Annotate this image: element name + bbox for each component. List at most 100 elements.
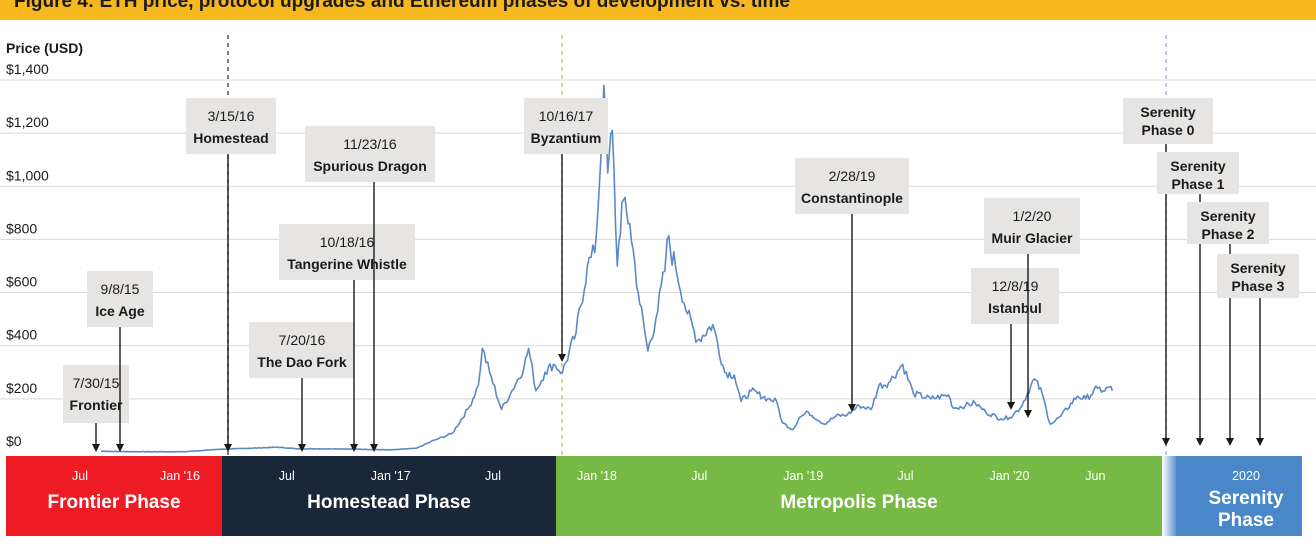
phase-band-fade <box>1162 456 1178 536</box>
annotation-name: Phase 1 <box>1172 176 1225 192</box>
annotation-date: 7/30/15 <box>73 375 120 391</box>
annotation-date: 1/2/20 <box>1013 208 1052 224</box>
phase-band-0 <box>6 456 222 536</box>
annotation-name: Byzantium <box>531 130 602 146</box>
phase-band-serenity <box>1176 456 1302 536</box>
phase-band-2 <box>556 456 1162 536</box>
annotation-date: 11/23/16 <box>343 136 397 152</box>
y-tick-label: $800 <box>6 220 37 236</box>
annotation-date: 12/8/19 <box>992 278 1039 294</box>
x-tick-label: Jun <box>1085 469 1105 483</box>
title-bar: Figure 4: ETH price, protocol upgrades a… <box>0 0 1316 20</box>
chart-title: Figure 4: ETH price, protocol upgrades a… <box>14 0 790 12</box>
annotation-arrowhead <box>1256 438 1264 446</box>
x-tick-label: Jul <box>898 469 914 483</box>
annotation-name: Istanbul <box>988 300 1042 316</box>
annotation-date: 7/20/16 <box>279 332 326 348</box>
annotation-callout: Serenity Phase 0 <box>1123 98 1213 446</box>
annotation-box <box>249 322 355 378</box>
annotation-name: Serenity <box>1170 158 1225 174</box>
x-tick-label: Jul <box>72 469 88 483</box>
annotation-name: Serenity <box>1200 208 1255 224</box>
x-tick-label: Jul <box>485 469 501 483</box>
annotation-name: Phase 3 <box>1232 278 1285 294</box>
y-tick-label: $0 <box>6 433 22 449</box>
y-axis-label: Price (USD) <box>6 40 84 56</box>
annotation-callout: 7/30/15 Frontier <box>63 365 129 452</box>
x-tick-label: Jul <box>691 469 707 483</box>
phase-label-2: Metropolis Phase <box>780 492 937 513</box>
annotation-box <box>971 268 1059 324</box>
annotation-box <box>305 126 435 182</box>
x-tick-label: Jan '16 <box>160 469 200 483</box>
annotation-arrowhead <box>1196 438 1204 446</box>
annotation-callout: Serenity Phase 1 <box>1157 152 1239 446</box>
x-tick-label: Jan '19 <box>783 469 823 483</box>
y-tick-label: $200 <box>6 380 37 396</box>
phase-label-serenity-line1: Serenity <box>1209 488 1284 509</box>
annotation-name: Constantinople <box>801 190 903 206</box>
annotation-box <box>87 271 153 327</box>
annotation-arrowhead <box>848 404 856 412</box>
annotation-name: Tangerine Whistle <box>287 256 407 272</box>
annotation-box <box>1187 202 1269 244</box>
annotation-arrowhead <box>298 444 306 452</box>
annotation-arrowhead <box>1007 402 1015 410</box>
annotation-arrowhead <box>1162 438 1170 446</box>
phase-label-0: Frontier Phase <box>47 492 180 513</box>
annotation-date: 10/16/17 <box>539 108 594 124</box>
annotation-callout: 1/2/20 Muir Glacier <box>984 198 1080 418</box>
annotation-arrowhead <box>350 444 358 452</box>
price-series-line <box>100 84 1114 453</box>
annotation-box <box>795 158 909 214</box>
x-tick-label: Jan '18 <box>577 469 617 483</box>
annotation-callout: 11/23/16 Spurious Dragon <box>305 126 435 452</box>
annotation-name: Muir Glacier <box>992 230 1073 246</box>
annotation-arrowhead <box>370 444 378 452</box>
y-tick-label: $1,200 <box>6 114 49 130</box>
annotation-callout: 10/18/16 Tangerine Whistle <box>279 224 415 452</box>
annotation-box <box>1157 152 1239 194</box>
annotation-arrowhead <box>1226 438 1234 446</box>
annotation-name: Homestead <box>193 130 268 146</box>
annotation-callout: Serenity Phase 3 <box>1217 254 1299 446</box>
annotation-date: 3/15/16 <box>208 108 255 124</box>
annotation-box <box>186 98 276 154</box>
annotation-name: Phase 0 <box>1142 122 1195 138</box>
annotation-box <box>524 98 608 154</box>
annotation-name: Serenity <box>1140 104 1195 120</box>
x-tick-label: 2020 <box>1232 469 1260 483</box>
annotation-arrowhead <box>1024 410 1032 418</box>
y-tick-label: $600 <box>6 274 37 290</box>
annotation-name: The Dao Fork <box>257 354 347 370</box>
annotation-arrowhead <box>224 444 232 452</box>
annotation-name: Ice Age <box>95 303 144 319</box>
annotation-date: 10/18/16 <box>320 234 375 250</box>
annotation-name: Serenity <box>1230 260 1285 276</box>
annotation-date: 2/28/19 <box>829 168 876 184</box>
annotation-callout: 12/8/19 Istanbul <box>971 268 1059 410</box>
y-tick-label: $1,000 <box>6 167 49 183</box>
annotation-box <box>63 365 129 423</box>
x-tick-label: Jan '17 <box>371 469 411 483</box>
annotation-box <box>1123 98 1213 144</box>
annotation-name: Spurious Dragon <box>313 158 427 174</box>
phase-band-1 <box>222 456 556 536</box>
annotation-callout: 3/15/16 Homestead <box>186 98 276 452</box>
annotation-callout: 2/28/19 Constantinople <box>795 158 909 412</box>
x-tick-label: Jul <box>279 469 295 483</box>
annotation-callout: 10/16/17 Byzantium <box>524 98 608 362</box>
annotation-callout: 9/8/15 Ice Age <box>87 271 153 452</box>
annotation-date: 9/8/15 <box>101 281 140 297</box>
annotation-arrowhead <box>558 354 566 362</box>
annotation-callout: 7/20/16 The Dao Fork <box>249 322 355 452</box>
annotation-callout: Serenity Phase 2 <box>1187 202 1269 446</box>
x-tick-label: Jan '20 <box>990 469 1030 483</box>
annotation-arrowhead <box>92 444 100 452</box>
annotation-box <box>984 198 1080 254</box>
annotation-name: Phase 2 <box>1202 226 1255 242</box>
phase-label-1: Homestead Phase <box>307 492 471 513</box>
annotation-arrowhead <box>116 444 124 452</box>
phase-label-serenity-line2: Phase <box>1218 510 1274 531</box>
